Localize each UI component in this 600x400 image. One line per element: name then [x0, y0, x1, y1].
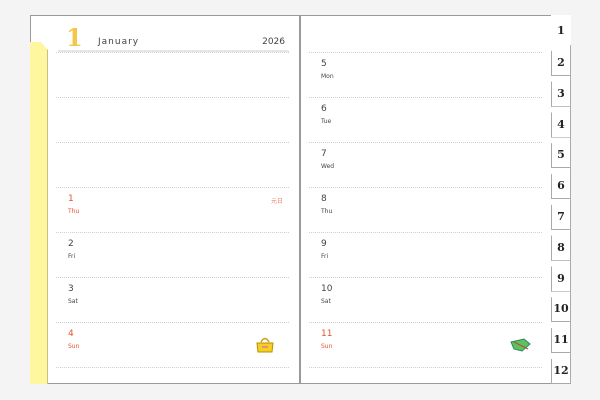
day-of-week: Mon [321, 73, 334, 80]
day-of-week: Thu [321, 208, 333, 215]
day-of-week: Sun [321, 343, 333, 350]
day-row[interactable]: 11 Sun [309, 322, 542, 367]
day-of-week: Thu [68, 208, 80, 215]
month-tab-8[interactable]: 8 [551, 229, 571, 261]
day-of-week: Wed [321, 163, 335, 170]
day-row[interactable]: 10 Sat [309, 277, 542, 322]
month-tab-4[interactable]: 4 [551, 106, 571, 138]
month-name: January [98, 37, 140, 47]
month-tab-10[interactable]: 10 [551, 291, 571, 323]
leaf-icon [510, 337, 532, 356]
day-number: 10 [321, 284, 333, 294]
month-tab-9[interactable]: 9 [551, 260, 571, 292]
day-row[interactable]: 9 Fri [309, 232, 542, 277]
month-tab-11[interactable]: 11 [551, 322, 571, 354]
day-number: 2 [68, 239, 74, 249]
day-number: 11 [321, 329, 333, 339]
day-number: 4 [68, 329, 74, 339]
day-row[interactable]: 4 Sun [56, 322, 289, 367]
row-divider [56, 367, 289, 368]
bookmark-tab [30, 42, 48, 384]
month-tab-2[interactable]: 2 [551, 45, 571, 76]
day-row[interactable]: 5 Mon [309, 52, 542, 97]
month-tab-3[interactable]: 3 [551, 75, 571, 107]
day-number: 8 [321, 194, 327, 204]
day-row[interactable]: 7 Wed [309, 142, 542, 187]
day-row[interactable]: 6 Tue [309, 97, 542, 142]
handbag-icon [255, 335, 275, 357]
day-row[interactable]: 3 Sat [56, 277, 289, 322]
day-number: 7 [321, 149, 327, 159]
month-number: 1 [66, 23, 83, 52]
day-number: 3 [68, 284, 74, 294]
spine [299, 15, 301, 384]
day-of-week: Sun [68, 343, 80, 350]
empty-row [56, 52, 289, 97]
day-of-week: Sat [68, 298, 78, 305]
day-row[interactable]: 1 Thu 元日 [56, 187, 289, 232]
month-tab-5[interactable]: 5 [551, 137, 571, 169]
day-of-week: Sat [321, 298, 331, 305]
empty-row [56, 97, 289, 142]
day-row[interactable]: 2 Fri [56, 232, 289, 277]
empty-row [56, 142, 289, 187]
day-number: 6 [321, 104, 327, 114]
row-divider [309, 367, 542, 368]
month-header: 1 January 2026 [58, 15, 289, 52]
month-tabs: 1 2 3 4 5 6 7 8 9 10 11 12 [551, 15, 571, 384]
month-tab-7[interactable]: 7 [551, 199, 571, 230]
year: 2026 [262, 37, 285, 47]
holiday-label: 元日 [270, 198, 283, 205]
month-tab-6[interactable]: 6 [551, 168, 571, 200]
month-tab-1[interactable]: 1 [551, 15, 571, 45]
month-tab-12[interactable]: 12 [551, 353, 571, 384]
day-number: 1 [68, 194, 74, 204]
right-page: 5 Mon 6 Tue 7 Wed 8 Thu 9 Fri 10 Sat 11 Sun [301, 15, 552, 384]
left-page: 1 January 2026 1 Thu 元日 2 Fri 3 Sat 4 Sun [48, 15, 299, 384]
day-number: 5 [321, 59, 327, 69]
day-of-week: Fri [68, 253, 76, 260]
day-of-week: Fri [321, 253, 329, 260]
day-row[interactable]: 8 Thu [309, 187, 542, 232]
day-number: 9 [321, 239, 327, 249]
day-of-week: Tue [321, 118, 332, 125]
